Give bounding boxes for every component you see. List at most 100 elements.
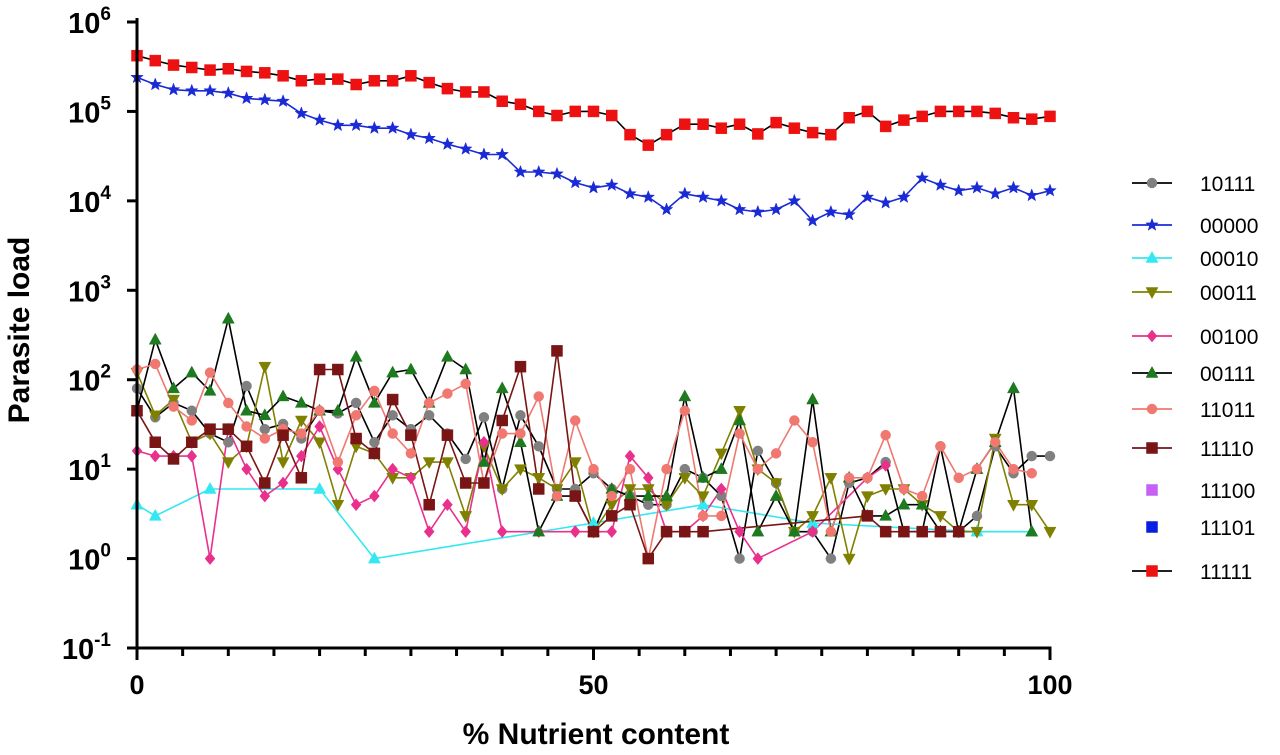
- legend-marker-11101: [1146, 521, 1158, 533]
- data-point-00011: [495, 484, 509, 497]
- data-point-11110: [204, 423, 216, 435]
- data-point-11111: [459, 86, 472, 98]
- data-point-11110: [861, 510, 874, 522]
- data-point-00010: [696, 497, 710, 510]
- data-point-00100: [149, 449, 161, 463]
- data-point-11011: [241, 421, 252, 432]
- data-point-11110: [350, 432, 362, 445]
- data-point-00000: [696, 189, 710, 203]
- data-point-11110: [478, 477, 490, 489]
- data-point-10111: [734, 553, 745, 564]
- data-point-10111: [223, 436, 234, 448]
- data-point-11110: [587, 525, 600, 538]
- data-point-11110: [259, 477, 271, 489]
- data-point-00011: [258, 361, 272, 374]
- data-point-00111: [386, 365, 400, 378]
- data-point-11111: [149, 54, 162, 67]
- data-point-11011: [296, 428, 307, 439]
- data-point-00111: [440, 349, 454, 362]
- data-point-00000: [842, 207, 857, 221]
- data-point-00111: [240, 403, 253, 416]
- data-point-11011: [1026, 467, 1037, 479]
- data-point-00000: [257, 92, 272, 106]
- data-point-00100: [204, 552, 216, 565]
- data-point-11111: [313, 73, 326, 85]
- legend-label-11011: 11011: [1200, 399, 1255, 422]
- plot-series-markers: [130, 49, 1057, 566]
- data-point-00000: [769, 202, 783, 216]
- data-point-11011: [716, 510, 727, 522]
- data-point-00000: [349, 118, 363, 132]
- data-point-10111: [679, 463, 691, 475]
- data-point-10111: [643, 499, 654, 510]
- data-point-00000: [677, 186, 692, 200]
- legend-label-11111: 11111: [1200, 561, 1252, 584]
- data-point-11011: [533, 391, 544, 402]
- data-point-10111: [825, 553, 837, 564]
- data-point-11110: [313, 363, 326, 376]
- data-point-00100: [624, 449, 636, 463]
- data-point-00000: [458, 141, 473, 155]
- data-point-00000: [367, 120, 382, 135]
- data-point-11011: [770, 448, 782, 459]
- data-point-00111: [514, 435, 527, 447]
- data-point-11011: [332, 456, 344, 468]
- data-point-00111: [714, 462, 728, 474]
- series-line-00100: [136, 425, 887, 560]
- data-point-11110: [916, 525, 928, 538]
- data-point-11011: [259, 433, 271, 444]
- data-point-00111: [769, 489, 783, 501]
- data-point-00000: [477, 147, 491, 161]
- data-point-11111: [186, 61, 198, 74]
- data-point-11111: [441, 82, 454, 95]
- data-point-11111: [642, 139, 655, 151]
- data-point-10111: [752, 445, 764, 457]
- data-point-11111: [679, 118, 691, 130]
- data-point-11011: [679, 405, 691, 416]
- data-point-11011: [314, 405, 325, 416]
- data-point-00100: [752, 552, 764, 565]
- data-point-00000: [988, 186, 1003, 200]
- data-point-00000: [568, 175, 583, 189]
- data-point-00010: [148, 508, 162, 521]
- data-point-11110: [569, 490, 581, 502]
- data-point-00111: [751, 524, 765, 537]
- data-point-00100: [277, 476, 289, 490]
- data-point-00100: [423, 525, 435, 539]
- data-point-00011: [276, 457, 290, 470]
- data-point-11110: [898, 525, 910, 538]
- data-point-00100: [387, 462, 398, 476]
- data-point-00000: [623, 186, 637, 200]
- data-point-00011: [532, 473, 546, 485]
- data-point-00011: [860, 491, 874, 504]
- legend: 10111 00000 00010 00011 00100 00111 11011 11110…: [1132, 173, 1258, 584]
- data-point-11111: [423, 76, 435, 89]
- data-point-11011: [442, 388, 453, 399]
- data-point-11110: [459, 477, 472, 489]
- data-point-11111: [952, 105, 965, 118]
- data-point-00111: [203, 383, 217, 396]
- data-point-11111: [259, 67, 271, 79]
- data-point-10111: [1026, 450, 1037, 462]
- data-point-11011: [204, 367, 216, 378]
- data-point-00111: [696, 470, 710, 483]
- data-point-00000: [1024, 188, 1039, 202]
- y-tick-label: 10-1: [62, 630, 112, 666]
- data-point-00011: [514, 464, 527, 477]
- data-point-00011: [733, 405, 747, 418]
- data-point-11111: [788, 122, 801, 134]
- data-point-11111: [277, 70, 289, 82]
- data-point-11111: [496, 95, 508, 107]
- data-point-10111: [259, 423, 271, 435]
- data-point-00011: [1043, 526, 1057, 539]
- data-point-00011: [879, 484, 893, 497]
- data-point-00111: [495, 381, 509, 394]
- data-point-10111: [387, 410, 398, 421]
- data-point-11111: [532, 105, 545, 118]
- data-point-00100: [369, 489, 380, 503]
- data-point-11111: [752, 128, 764, 140]
- data-point-11111: [916, 110, 928, 123]
- data-point-00000: [970, 180, 984, 194]
- legend-marker-11110: [1146, 442, 1158, 454]
- data-point-00000: [385, 120, 400, 135]
